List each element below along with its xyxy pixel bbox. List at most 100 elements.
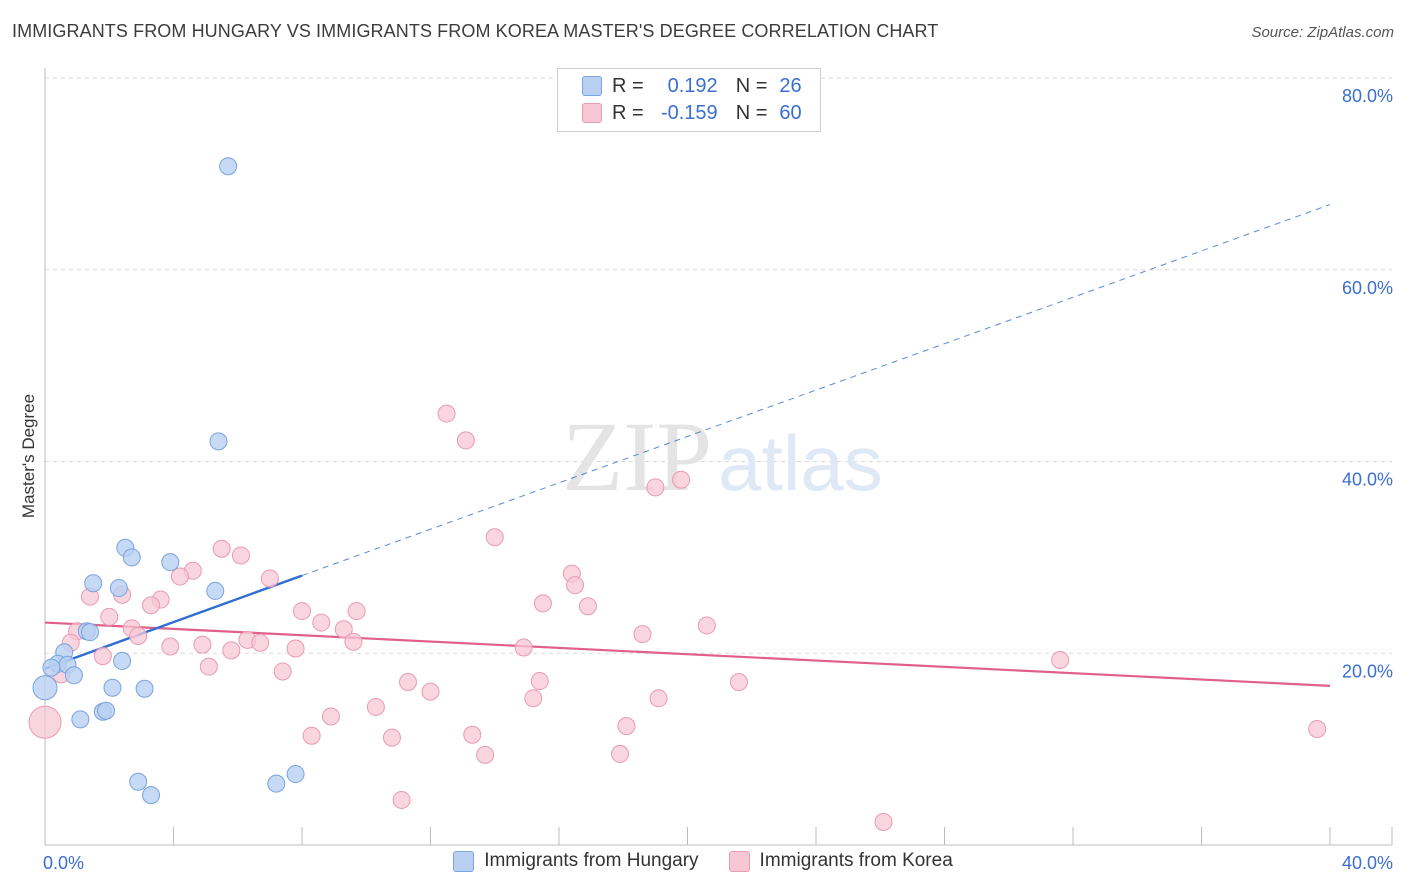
korea-point [366, 697, 385, 716]
legend-row-korea: R = -0.159 N = 60 [582, 101, 802, 125]
korea-point [334, 620, 353, 639]
korea-point [28, 705, 62, 739]
korea-point [649, 689, 668, 708]
y-tick-label-60: 60.0% [1342, 278, 1393, 298]
korea-point [129, 626, 148, 645]
korea-point [530, 672, 549, 691]
hungary-point [206, 581, 225, 600]
hungary-swatch [582, 76, 602, 96]
hungary-trend-extension [301, 204, 1331, 577]
hungary-point [286, 765, 305, 784]
n-label: N = [735, 74, 768, 97]
hungary-point [161, 553, 180, 572]
korea-point [382, 728, 401, 747]
korea-point [611, 744, 630, 763]
korea-point [617, 717, 636, 736]
korea-point [485, 528, 504, 547]
korea-n-value: 60 [779, 101, 802, 124]
korea-point [456, 431, 475, 450]
korea-point [199, 657, 218, 676]
korea-point [1308, 719, 1327, 738]
x-tick-label-min: 0.0% [43, 853, 84, 873]
korea-point [633, 625, 652, 644]
trend-lines [44, 204, 1331, 687]
korea-point [231, 546, 250, 565]
korea-point [142, 596, 161, 615]
korea-point [193, 635, 212, 654]
hungary-point [42, 658, 61, 677]
korea-point [533, 594, 552, 613]
korea-swatch [582, 103, 602, 123]
hungary-points [32, 157, 305, 805]
watermark-atlas: atlas [718, 419, 883, 507]
korea-point [697, 616, 716, 635]
hungary-point [84, 574, 103, 593]
grid-lines [45, 77, 1392, 654]
hungary-n-value: 26 [779, 74, 802, 97]
hungary-point [219, 157, 238, 176]
legend-row-hungary: R = 0.192 N = 26 [582, 74, 802, 98]
hungary-point [109, 579, 128, 598]
korea-point [578, 597, 597, 616]
y-tick-label-20: 20.0% [1342, 661, 1393, 681]
korea-point [222, 641, 241, 660]
hungary-point [142, 786, 161, 805]
korea-point [646, 478, 665, 497]
y-axis-label: Master's Degree [19, 394, 38, 518]
korea-r-value: -0.159 [660, 101, 718, 124]
hungary-point [32, 675, 58, 701]
korea-point [347, 602, 366, 621]
korea-legend-label: Immigrants from Korea [759, 850, 953, 871]
korea-point [399, 673, 418, 692]
series-legend: Immigrants from Hungary Immigrants from … [0, 850, 1406, 872]
korea-point [437, 404, 456, 423]
hungary-point [129, 772, 148, 791]
source-label: Source: ZipAtlas.com [1251, 24, 1394, 41]
legend-item-hungary[interactable]: Immigrants from Hungary [453, 850, 699, 872]
korea-point [524, 689, 543, 708]
korea-point [421, 682, 440, 701]
hungary-point [209, 432, 228, 451]
korea-point [463, 725, 482, 744]
korea-point [302, 726, 321, 745]
hungary-legend-label: Immigrants from Hungary [484, 850, 699, 871]
korea-point [100, 607, 119, 626]
korea-point [392, 790, 411, 809]
korea-point [344, 632, 363, 651]
hungary-point [103, 678, 122, 697]
y-tick-label-40: 40.0% [1342, 470, 1393, 490]
hungary-point [113, 651, 132, 670]
hungary-point [135, 679, 154, 698]
watermark-zip: ZIP [562, 401, 712, 512]
legend-item-korea[interactable]: Immigrants from Korea [728, 850, 953, 872]
korea-point [476, 745, 495, 764]
r-label: R = [612, 101, 644, 124]
chart-title: IMMIGRANTS FROM HUNGARY VS IMMIGRANTS FR… [12, 21, 939, 41]
korea-point [672, 470, 691, 489]
korea-point [170, 567, 189, 586]
korea-point [312, 613, 331, 632]
korea-points [28, 404, 1327, 831]
x-tick-label-max: 40.0% [1342, 853, 1393, 873]
korea-point [566, 576, 585, 595]
hungary-point [71, 710, 90, 729]
korea-point [93, 647, 112, 666]
hungary-point [64, 666, 83, 685]
korea-point [260, 569, 279, 588]
hungary-point [80, 623, 99, 642]
korea-point [1051, 650, 1070, 669]
correlation-legend: R = 0.192 N = 26 R = -0.159 N = 60 [557, 68, 821, 132]
korea-point [251, 633, 270, 652]
korea-point [286, 639, 305, 658]
korea-point [212, 539, 231, 558]
hungary-point [267, 774, 286, 793]
korea-legend-swatch [728, 850, 750, 872]
n-label: N = [735, 101, 768, 124]
korea-point [729, 673, 748, 692]
korea-point [293, 602, 311, 621]
korea-point [161, 637, 180, 656]
korea-point [514, 638, 533, 657]
korea-point [321, 707, 340, 726]
y-tick-label-80: 80.0% [1342, 86, 1393, 106]
